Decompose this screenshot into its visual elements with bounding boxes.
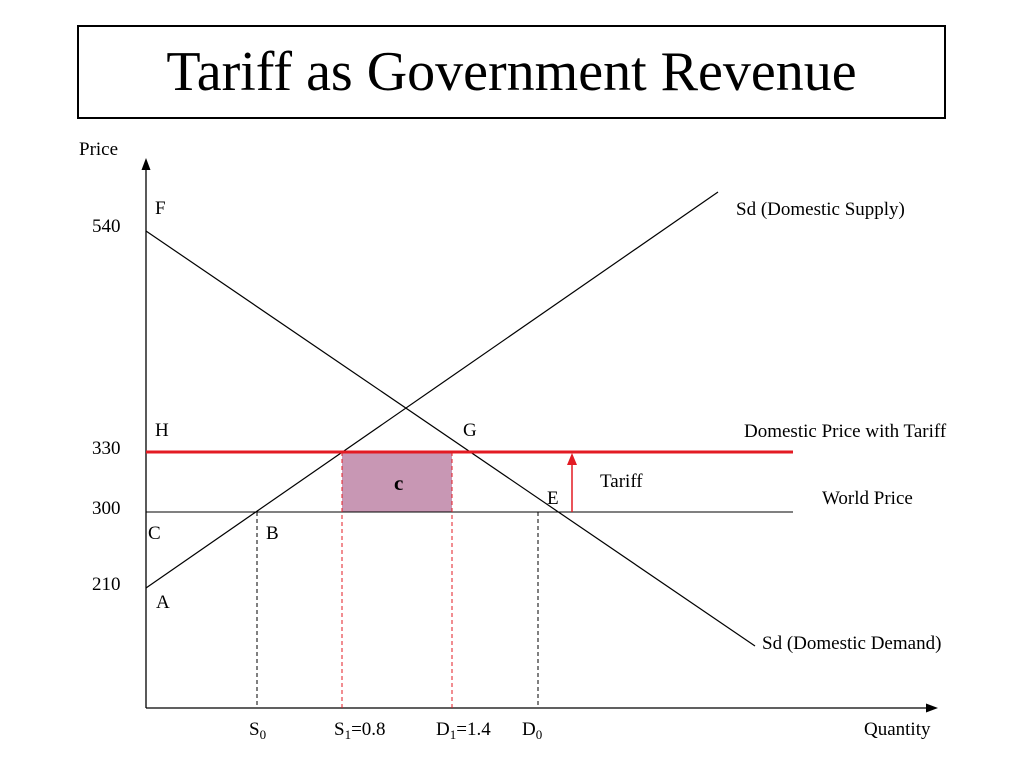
x-tick-s1: S1=0.8 [334,719,386,742]
y-tick-300: 300 [92,498,121,519]
y-tick-540: 540 [92,216,121,237]
supply-curve [145,191,719,589]
point-c: C [148,523,161,544]
point-a: A [156,592,170,613]
tariff-arrow-head [567,453,577,465]
point-g: G [463,420,477,441]
y-tick-210: 210 [92,574,121,595]
x-tick-s0: S0 [249,719,266,742]
world-price-label: World Price [822,488,913,509]
tariff-price-label: Domestic Price with Tariff [744,421,947,442]
point-e: E [547,488,559,509]
y-axis-label: Price [79,139,118,160]
y-tick-330: 330 [92,438,121,459]
x-tick-d0: D0 [522,719,542,742]
x-axis-arrow [926,703,938,713]
point-h: H [155,420,169,441]
demand-curve [145,230,756,647]
demand-curve-label: Sd (Domestic Demand) [762,633,941,654]
area-c [342,452,452,512]
tariff-label: Tariff [600,471,643,492]
page-title: Tariff as Government Revenue [166,41,857,103]
point-b: B [266,523,279,544]
point-f: F [155,198,166,219]
supply-curve-label: Sd (Domestic Supply) [736,199,905,220]
y-axis-arrow [141,158,151,170]
area-c-label: c [394,471,403,495]
x-tick-d1: D1=1.4 [436,719,491,742]
title-box: Tariff as Government Revenue [77,25,946,119]
x-axis-label: Quantity [864,719,931,740]
